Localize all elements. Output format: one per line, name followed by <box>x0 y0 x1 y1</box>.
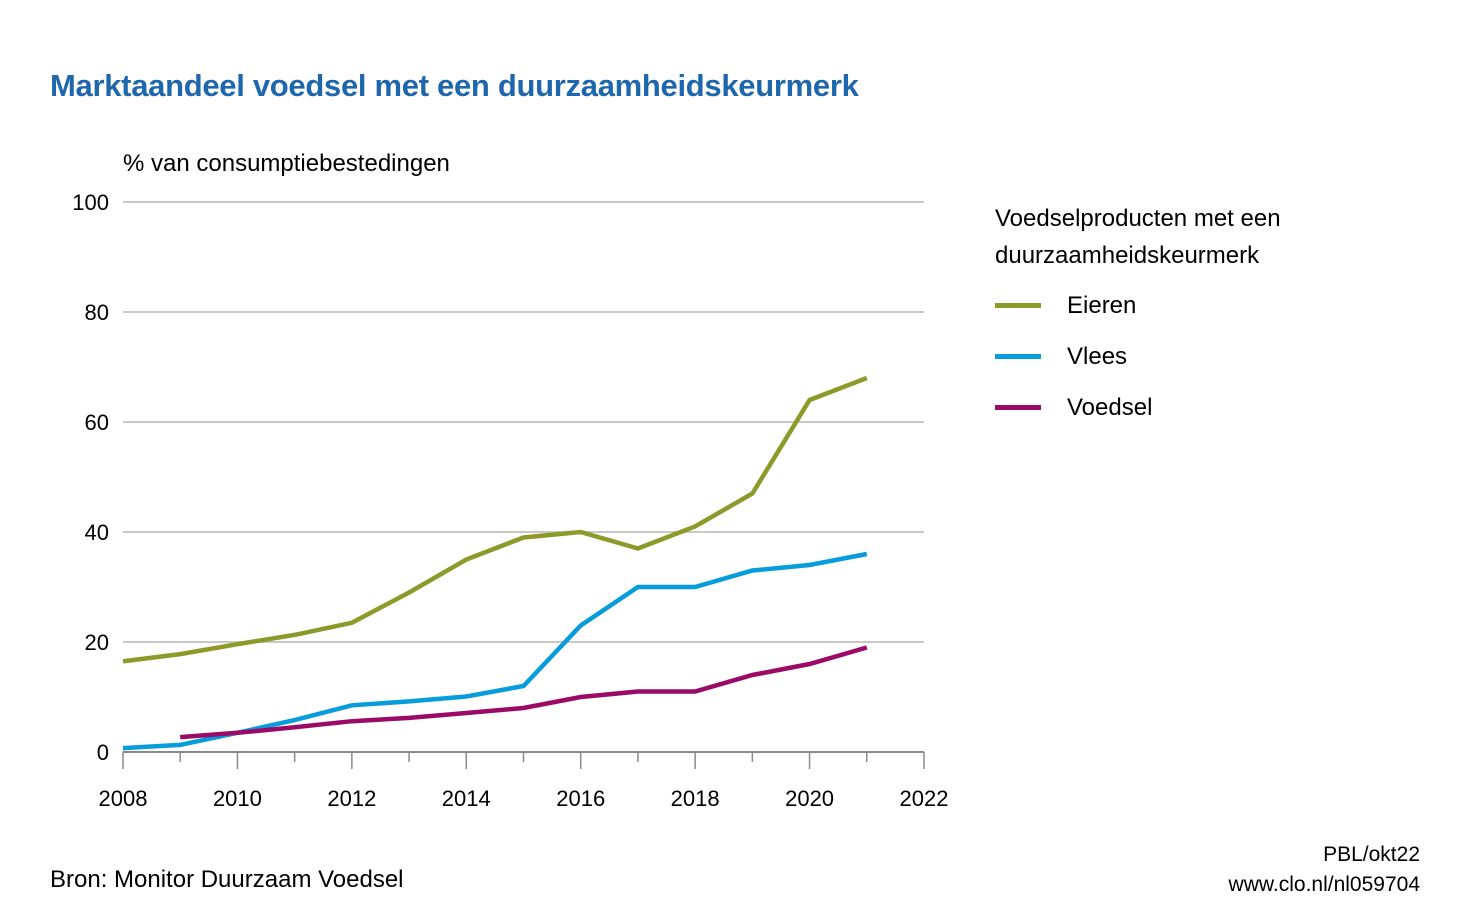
series-line-voedsel <box>180 645 868 740</box>
legend-title-line-2: duurzaamheidskeurmerk <box>995 242 1260 269</box>
y-tick-label: 60 <box>85 410 109 435</box>
legend-title-line-1: Voedselproducten met een <box>995 205 1281 232</box>
y-tick-label: 100 <box>72 190 109 215</box>
y-tick-label: 0 <box>97 740 109 765</box>
x-tick-label: 2010 <box>213 786 262 811</box>
y-axis-label: % van consumptiebestedingen <box>123 150 450 177</box>
chart-title: Marktaandeel voedsel met een duurzaamhei… <box>50 68 859 103</box>
x-tick-label: 2014 <box>442 786 491 811</box>
source-note: Bron: Monitor Duurzaam Voedsel <box>50 866 404 893</box>
legend-item-eieren: Eieren <box>995 280 1281 331</box>
legend-swatch-voedsel <box>995 405 1041 410</box>
series-line-vlees <box>122 551 868 751</box>
x-tick-label: 2020 <box>785 786 834 811</box>
x-tick-label: 2008 <box>99 786 148 811</box>
y-axis-ticks: 0 20 40 60 80 100 <box>72 190 109 765</box>
legend-swatch-vlees <box>995 354 1041 359</box>
x-tick-label: 2016 <box>556 786 605 811</box>
x-tick-label: 2022 <box>900 786 949 811</box>
legend-item-vlees: Vlees <box>995 331 1281 382</box>
gridlines <box>123 201 924 643</box>
legend: Voedselproducten met een duurzaamheidske… <box>995 200 1281 433</box>
x-axis <box>122 751 925 769</box>
credit: PBL/okt22 www.clo.nl/nl059704 <box>1229 840 1420 900</box>
y-tick-label: 20 <box>85 630 109 655</box>
credit-line-2[interactable]: www.clo.nl/nl059704 <box>1228 873 1420 896</box>
y-tick-label: 40 <box>85 520 109 545</box>
legend-label: Voedsel <box>1067 393 1153 421</box>
y-tick-label: 80 <box>85 300 109 325</box>
x-tick-label: 2012 <box>327 786 376 811</box>
legend-swatch-eieren <box>995 303 1041 308</box>
credit-line-1: PBL/okt22 <box>1323 843 1420 866</box>
legend-label: Vlees <box>1067 342 1128 370</box>
legend-item-voedsel: Voedsel <box>995 382 1281 433</box>
x-tick-label: 2018 <box>671 786 720 811</box>
legend-label: Eieren <box>1067 291 1137 319</box>
series-lines <box>122 375 868 751</box>
series-line-eieren <box>122 375 868 664</box>
x-axis-ticks: 2008 2010 2012 2014 2016 2018 2020 2022 <box>99 786 949 811</box>
